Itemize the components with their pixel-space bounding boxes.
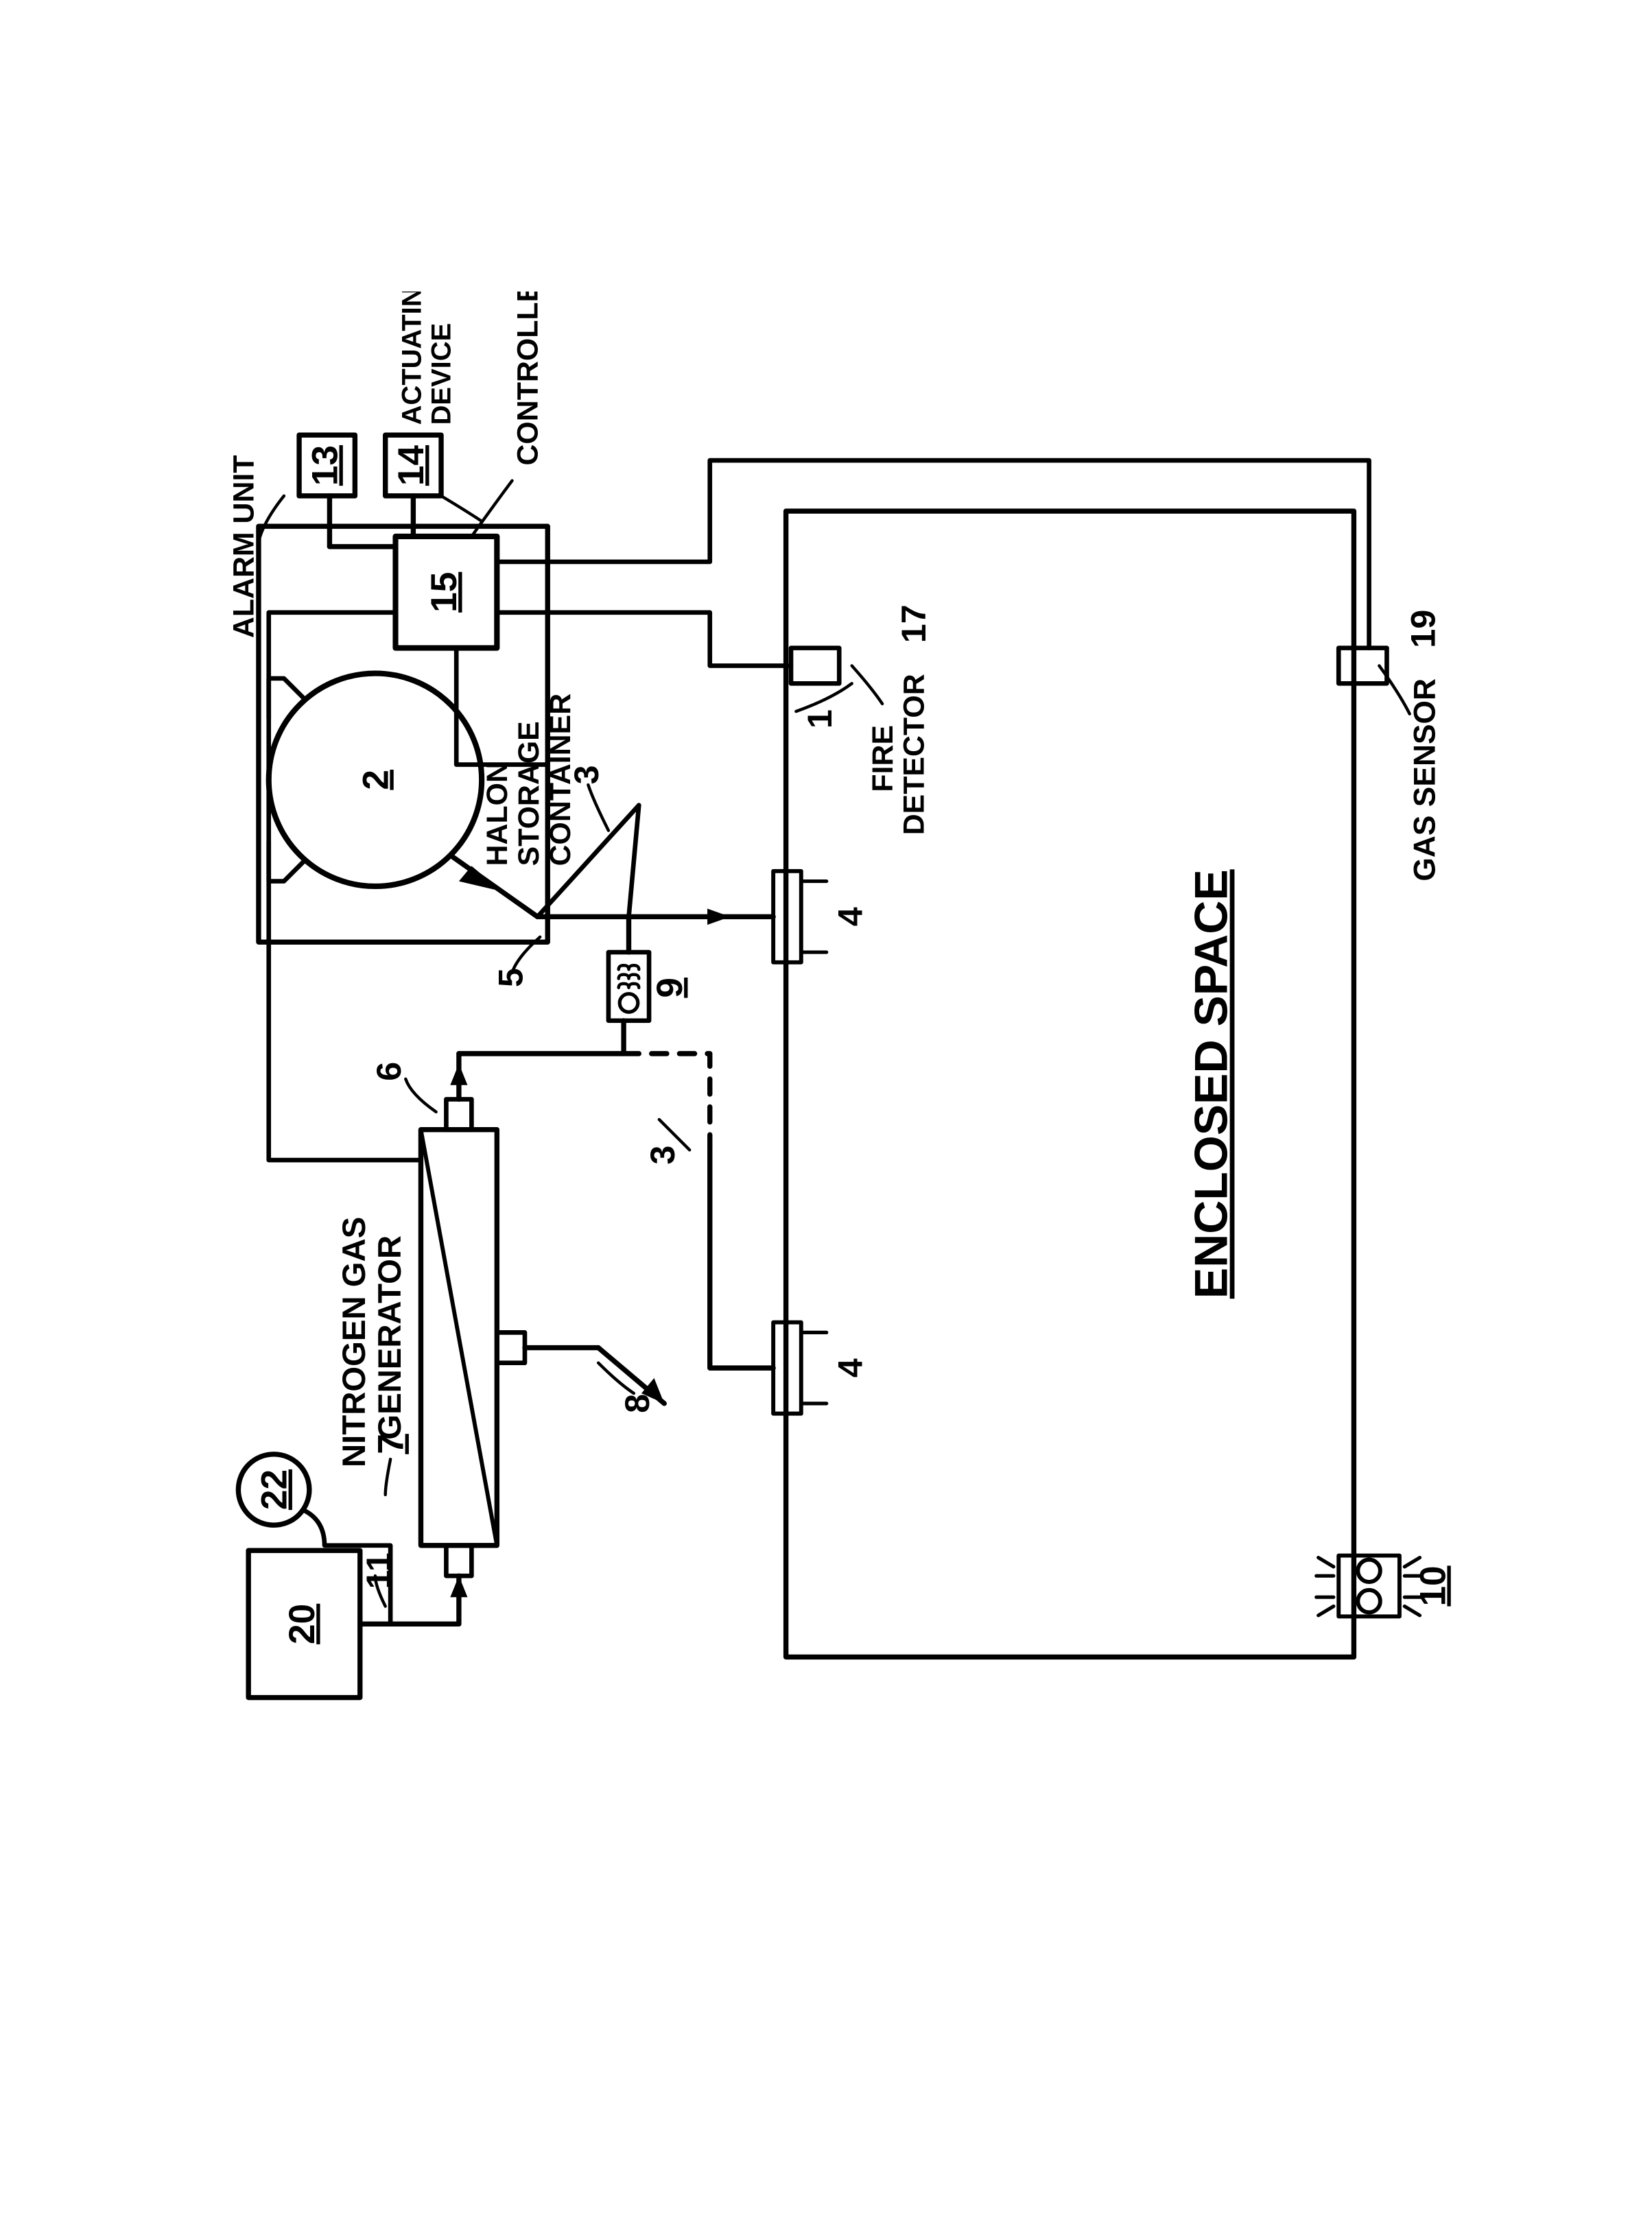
ref-17: 17 xyxy=(895,604,933,643)
ref-15: 15 xyxy=(424,572,464,613)
ref-2: 2 xyxy=(355,770,396,790)
ref-4b: 4 xyxy=(831,907,869,926)
ref-4a: 4 xyxy=(831,1358,869,1377)
fire-detector-label: FIRE DETECTOR xyxy=(866,674,931,835)
ref-8: 8 xyxy=(618,1394,657,1413)
exhaust-port xyxy=(1317,1556,1422,1617)
nitrogen-gas-generator xyxy=(421,1099,525,1576)
controller-label: CONTROLLER xyxy=(511,292,544,466)
ref-3b: 3 xyxy=(644,1146,682,1165)
ref-14: 14 xyxy=(391,445,432,486)
enclosed-space-label: ENCLOSED SPACE xyxy=(1185,869,1238,1299)
ref-10: 10 xyxy=(1413,1565,1453,1606)
valve xyxy=(609,952,649,1021)
fire-detector xyxy=(791,648,839,684)
nozzle xyxy=(773,1323,827,1414)
distribution-line xyxy=(537,908,773,1368)
ref-22: 22 xyxy=(255,1469,295,1510)
halon-label: HALON STORAGE CONTAINER xyxy=(481,694,577,866)
ref-20: 20 xyxy=(282,1604,322,1644)
gas-sensor-label: GAS SENSOR xyxy=(1408,678,1442,882)
ref-11: 11 xyxy=(359,1552,398,1589)
nozzle xyxy=(773,871,827,962)
enclosed-space xyxy=(786,511,1354,1657)
ref-6: 6 xyxy=(370,1062,408,1081)
nitrogen-outlet-line xyxy=(450,1054,624,1100)
actuating-device-label: ACTUATING DEVICE xyxy=(397,292,456,425)
alarm-unit-label: ALARM UNIT xyxy=(228,455,261,638)
ref-19: 19 xyxy=(1404,610,1443,648)
ref-3a: 3 xyxy=(567,765,606,784)
ref-13: 13 xyxy=(305,445,346,486)
ref-9: 9 xyxy=(650,978,690,998)
ref-5: 5 xyxy=(491,968,530,987)
ref-1: 1 xyxy=(801,709,839,729)
ref-7: 7 xyxy=(371,1434,412,1454)
nitrogen-gas-generator-label: NITROGEN GAS GENERATOR xyxy=(336,1208,408,1467)
